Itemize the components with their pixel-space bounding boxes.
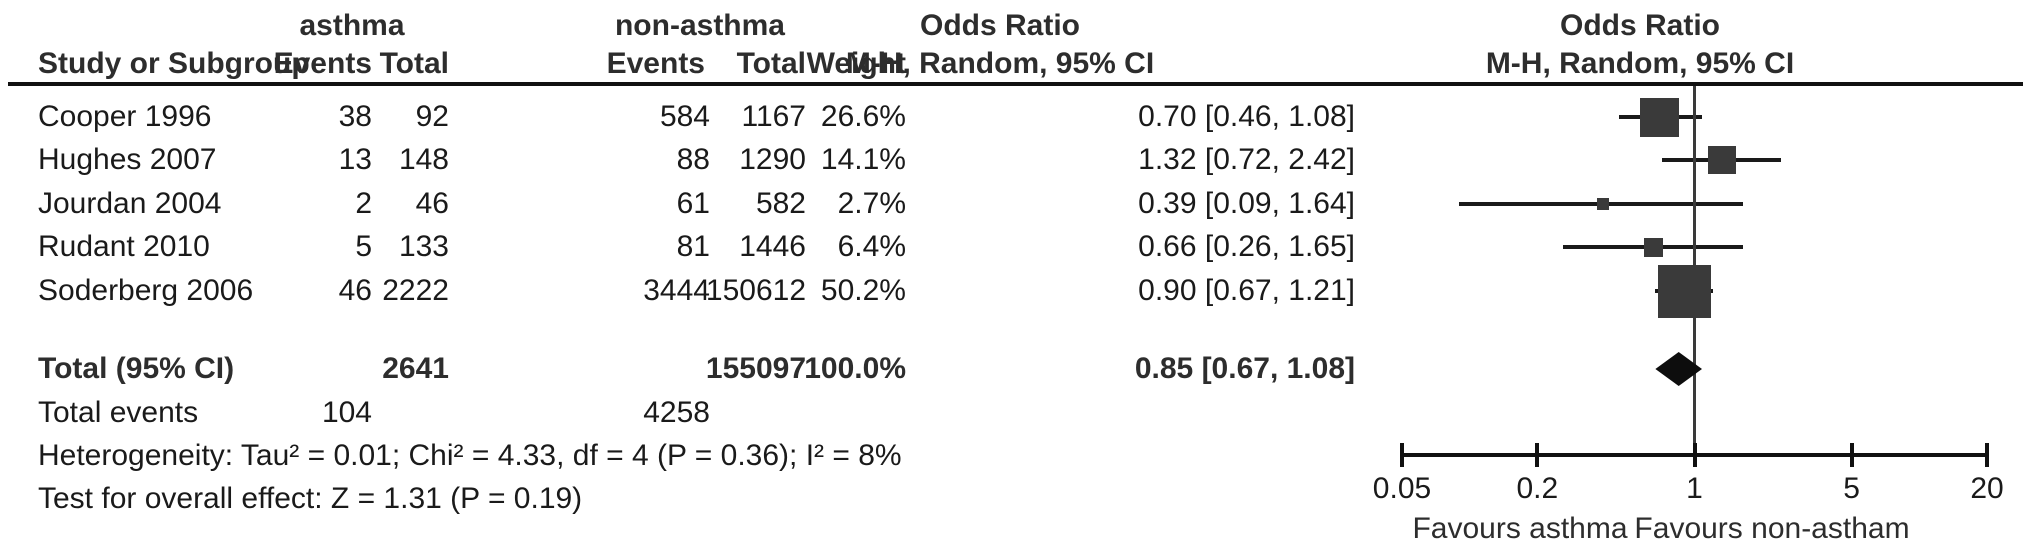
events-asthma: 5 [355,230,372,263]
x-axis-tick [1535,443,1540,467]
x-axis-tick-label: 0.2 [1516,472,1559,505]
total-asthma: 2222 [382,274,449,307]
or-ci-text: 0.90 [0.67, 1.21] [1138,274,1355,307]
x-axis-tick [1985,443,1989,467]
x-axis-tick-label: 5 [1843,472,1860,505]
events-non-asthma: 81 [676,230,710,263]
total-non-asthma: 1446 [739,230,806,263]
study-name: Hughes 2007 [38,143,217,176]
total-non-asthma-sum: 155097 [705,352,806,385]
or-ci-text: 1.32 [0.72, 2.42] [1138,143,1355,176]
weight: 26.6% [820,100,906,133]
or-ci-text: 0.39 [0.09, 1.64] [1138,187,1355,220]
x-axis-tick [1400,443,1404,467]
or-point-square [1657,264,1711,318]
events-asthma: 13 [338,143,372,176]
null-effect-line [1693,86,1696,466]
total-events-asthma: 104 [321,396,372,429]
total-non-asthma: 582 [755,187,806,220]
total-non-asthma: 150612 [705,274,806,307]
weight: 14.1% [820,143,906,176]
events-non-asthma: 88 [676,143,710,176]
total-events-non-asthma: 4258 [643,396,710,429]
or-point-square [1644,237,1664,257]
events-asthma: 2 [355,187,372,220]
favours-left-label: Favours asthma [1412,512,1628,545]
events-non-asthma: 584 [659,100,710,133]
x-axis-tick [1692,443,1697,467]
favours-right-label: Favours non-astham [1634,512,1910,545]
col-header-events-asthma: Events [273,47,372,80]
col-header-total-non-asthma: Total [736,47,806,80]
x-axis-tick-label: 0.05 [1372,472,1432,505]
col-header-total-asthma: Total [379,47,449,80]
events-non-asthma: 61 [676,187,710,220]
col-header-method-plot: M-H, Random, 95% CI [1485,47,1795,80]
total-asthma: 92 [415,100,449,133]
study-name: Rudant 2010 [38,230,210,263]
x-axis-tick-label: 1 [1686,472,1703,505]
total-asthma-sum: 2641 [382,352,449,385]
total-asthma: 133 [398,230,449,263]
study-name: Jourdan 2004 [38,187,222,220]
or-ci-text: 0.70 [0.46, 1.08] [1138,100,1355,133]
col-header-method-table: M-H, Random, 95% CI [845,47,1155,80]
total-or-ci-text: 0.85 [0.67, 1.08] [1134,352,1355,385]
total-asthma: 148 [398,143,449,176]
overall-effect-text: Test for overall effect: Z = 1.31 (P = 0… [38,482,583,515]
or-ci-text: 0.66 [0.26, 1.65] [1138,230,1355,263]
col-header-events-non-asthma: Events [606,47,705,80]
col-header-study: Study or Subgroup [38,47,310,80]
total-events-label: Total events [38,396,199,429]
or-point-square [1596,198,1609,210]
odds-ratio-title-table: Odds Ratio [919,9,1080,42]
x-axis-tick-label: 20 [1970,472,2004,505]
events-non-asthma: 3444 [643,274,710,307]
total-non-asthma: 1290 [739,143,806,176]
events-asthma: 46 [338,274,372,307]
study-name: Soderberg 2006 [38,274,254,307]
heterogeneity-text: Heterogeneity: Tau² = 0.01; Chi² = 4.33,… [38,439,902,472]
group-header-non-asthma: non-asthma [614,9,785,42]
col-header-weight: Weight [806,47,906,80]
total-weight: 100.0% [804,352,906,385]
or-point-square [1707,146,1736,174]
header-underline [8,82,2023,86]
weight: 6.4% [837,230,906,263]
events-asthma: 38 [338,100,372,133]
total-row-label: Total (95% CI) [38,352,235,385]
odds-ratio-title-plot: Odds Ratio [1559,9,1720,42]
group-header-asthma: asthma [299,9,405,42]
study-name: Cooper 1996 [38,100,212,133]
x-axis-tick [1849,443,1854,467]
total-non-asthma: 1167 [741,100,806,133]
weight: 2.7% [837,187,906,220]
or-point-square [1640,97,1680,137]
weight: 50.2% [820,274,906,307]
total-asthma: 46 [415,187,449,220]
